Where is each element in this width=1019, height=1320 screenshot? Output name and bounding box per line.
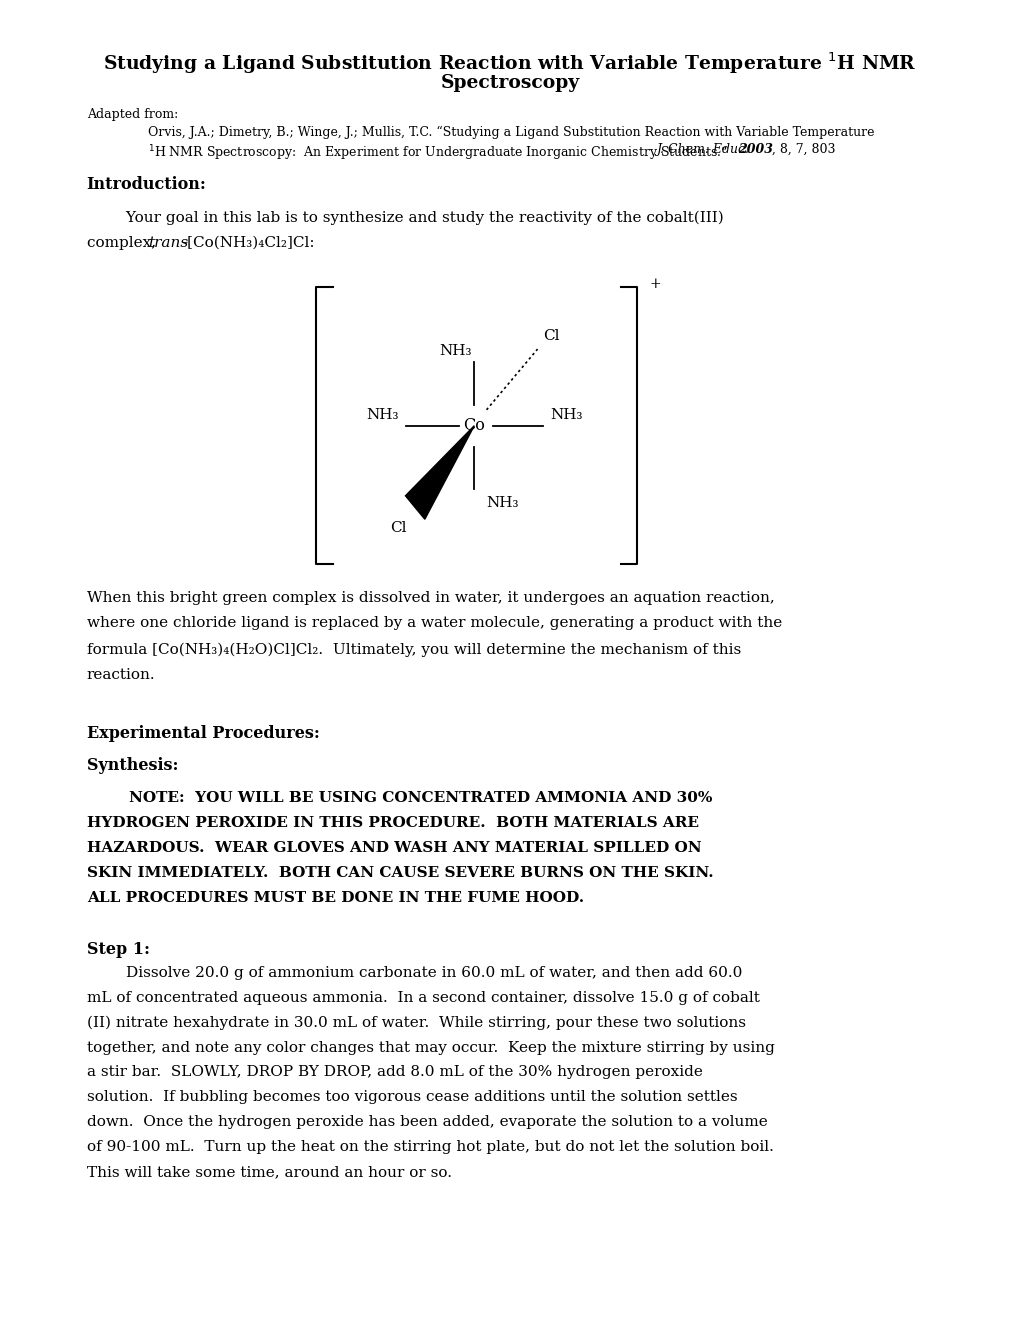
Text: trans: trans xyxy=(148,236,187,249)
Text: reaction.: reaction. xyxy=(87,668,155,682)
Text: J. Chem. Educ.: J. Chem. Educ. xyxy=(655,143,748,156)
Text: solution.  If bubbling becomes too vigorous cease additions until the solution s: solution. If bubbling becomes too vigoro… xyxy=(87,1090,737,1105)
Text: Step 1:: Step 1: xyxy=(87,941,150,958)
Text: complex,: complex, xyxy=(87,236,161,249)
Text: Orvis, J.A.; Dimetry, B.; Winge, J.; Mullis, T.C. “Studying a Ligand Substitutio: Orvis, J.A.; Dimetry, B.; Winge, J.; Mul… xyxy=(148,125,873,139)
Text: Cl: Cl xyxy=(390,520,407,535)
Text: 2003: 2003 xyxy=(738,143,772,156)
Text: HAZARDOUS.  WEAR GLOVES AND WASH ANY MATERIAL SPILLED ON: HAZARDOUS. WEAR GLOVES AND WASH ANY MATE… xyxy=(87,841,701,855)
Text: of 90-100 mL.  Turn up the heat on the stirring hot plate, but do not let the so: of 90-100 mL. Turn up the heat on the st… xyxy=(87,1140,772,1154)
Text: Studying a Ligand Substitution Reaction with Variable Temperature $^{1}$H NMR: Studying a Ligand Substitution Reaction … xyxy=(103,50,916,75)
Text: Spectroscopy: Spectroscopy xyxy=(440,74,579,91)
Text: Your goal in this lab is to synthesize and study the reactivity of the cobalt(II: Your goal in this lab is to synthesize a… xyxy=(87,211,722,224)
Text: where one chloride ligand is replaced by a water molecule, generating a product : where one chloride ligand is replaced by… xyxy=(87,616,782,631)
Text: $^{1}$H NMR Spectroscopy:  An Experiment for Undergraduate Inorganic Chemistry S: $^{1}$H NMR Spectroscopy: An Experiment … xyxy=(148,143,733,162)
Text: ALL PROCEDURES MUST BE DONE IN THE FUME HOOD.: ALL PROCEDURES MUST BE DONE IN THE FUME … xyxy=(87,891,583,904)
Text: down.  Once the hydrogen peroxide has been added, evaporate the solution to a vo: down. Once the hydrogen peroxide has bee… xyxy=(87,1115,766,1130)
Text: When this bright green complex is dissolved in water, it undergoes an aquation r: When this bright green complex is dissol… xyxy=(87,590,773,605)
Text: Co: Co xyxy=(463,417,485,434)
Text: NH₃: NH₃ xyxy=(549,408,582,422)
Text: +: + xyxy=(649,276,660,290)
Text: formula [Co(NH₃)₄(H₂O)Cl]Cl₂.  Ultimately, you will determine the mechanism of t: formula [Co(NH₃)₄(H₂O)Cl]Cl₂. Ultimately… xyxy=(87,643,740,656)
Polygon shape xyxy=(406,425,474,519)
Text: Synthesis:: Synthesis: xyxy=(87,758,178,774)
Text: SKIN IMMEDIATELY.  BOTH CAN CAUSE SEVERE BURNS ON THE SKIN.: SKIN IMMEDIATELY. BOTH CAN CAUSE SEVERE … xyxy=(87,866,712,879)
Text: Adapted from:: Adapted from: xyxy=(87,108,177,121)
Text: Experimental Procedures:: Experimental Procedures: xyxy=(87,726,319,742)
Text: mL of concentrated aqueous ammonia.  In a second container, dissolve 15.0 g of c: mL of concentrated aqueous ammonia. In a… xyxy=(87,991,759,1005)
Text: NH₃: NH₃ xyxy=(366,408,398,422)
Text: -[Co(NH₃)₄Cl₂]Cl:: -[Co(NH₃)₄Cl₂]Cl: xyxy=(182,236,315,249)
Text: NH₃: NH₃ xyxy=(486,495,519,510)
Text: Dissolve 20.0 g of ammonium carbonate in 60.0 mL of water, and then add 60.0: Dissolve 20.0 g of ammonium carbonate in… xyxy=(87,966,742,979)
Text: NOTE:  YOU WILL BE USING CONCENTRATED AMMONIA AND 30%: NOTE: YOU WILL BE USING CONCENTRATED AMM… xyxy=(87,791,711,805)
Text: a stir bar.  SLOWLY, DROP BY DROP, add 8.0 mL of the 30% hydrogen peroxide: a stir bar. SLOWLY, DROP BY DROP, add 8.… xyxy=(87,1065,702,1080)
Text: HYDROGEN PEROXIDE IN THIS PROCEDURE.  BOTH MATERIALS ARE: HYDROGEN PEROXIDE IN THIS PROCEDURE. BOT… xyxy=(87,816,698,830)
Text: , 8, 7, 803: , 8, 7, 803 xyxy=(771,143,835,156)
Text: Introduction:: Introduction: xyxy=(87,176,207,193)
Text: NH₃: NH₃ xyxy=(439,345,472,358)
Text: Cl: Cl xyxy=(542,329,558,342)
Text: This will take some time, around an hour or so.: This will take some time, around an hour… xyxy=(87,1166,451,1179)
Text: (II) nitrate hexahydrate in 30.0 mL of water.  While stirring, pour these two so: (II) nitrate hexahydrate in 30.0 mL of w… xyxy=(87,1015,745,1030)
Text: together, and note any color changes that may occur.  Keep the mixture stirring : together, and note any color changes tha… xyxy=(87,1040,773,1055)
